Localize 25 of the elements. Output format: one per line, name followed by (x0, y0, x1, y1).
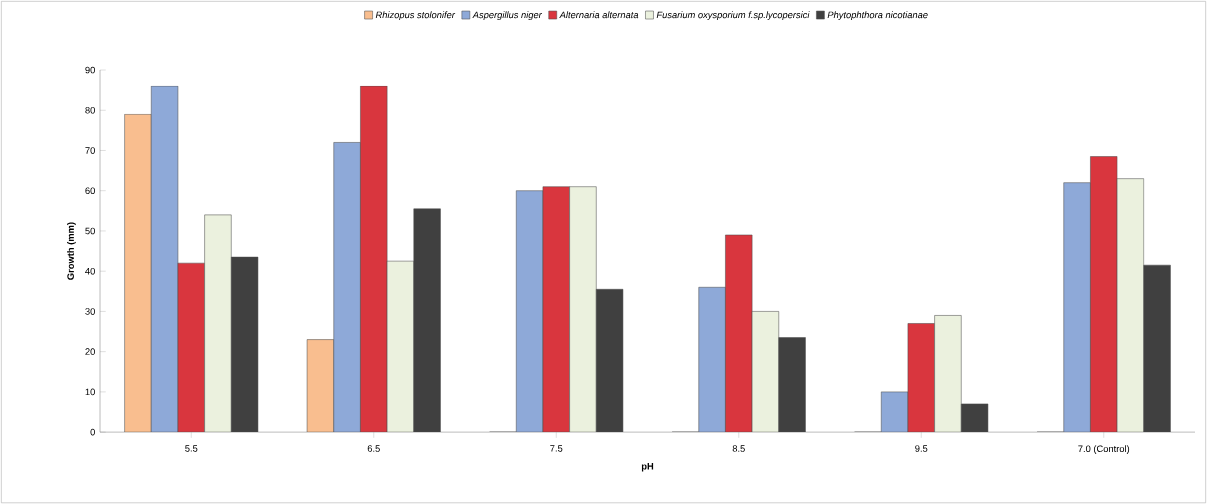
y-tick-label: 90 (85, 66, 95, 74)
y-tick-label: 80 (85, 106, 95, 114)
y-tick-label: 0 (90, 428, 95, 436)
y-tick-label: 50 (85, 227, 95, 235)
y-axis-title: Growth (mm) (67, 222, 76, 280)
x-tick-label: 8.5 (732, 445, 745, 452)
y-tick-label: 20 (85, 348, 95, 355)
y-tick-label: 40 (85, 267, 95, 275)
bar (124, 113, 152, 433)
x-tick-label: 7.0 (Control) (1078, 445, 1130, 454)
y-tick-label: 60 (85, 187, 95, 194)
y-tick-label: 10 (85, 388, 95, 396)
y-tick-label: 70 (85, 147, 95, 154)
legend-label: Rhizopus stolonifer (375, 11, 456, 20)
x-axis-title: pH (641, 462, 654, 472)
x-tick-label: 6.5 (367, 445, 380, 452)
legend-label: Aspergillus niger (472, 11, 543, 20)
x-tick-label: 7.5 (550, 445, 563, 452)
legend-label: Phytophthora nicotianae (827, 11, 928, 20)
legend-label: Alternaria alternata (559, 11, 639, 19)
y-tick-label: 30 (85, 308, 95, 315)
legend-label: Fusarium oxysporium f.sp.lycopersici (656, 11, 810, 20)
x-tick-label: 5.5 (185, 445, 198, 452)
bar (306, 339, 335, 433)
x-tick-label: 9.5 (915, 445, 928, 452)
